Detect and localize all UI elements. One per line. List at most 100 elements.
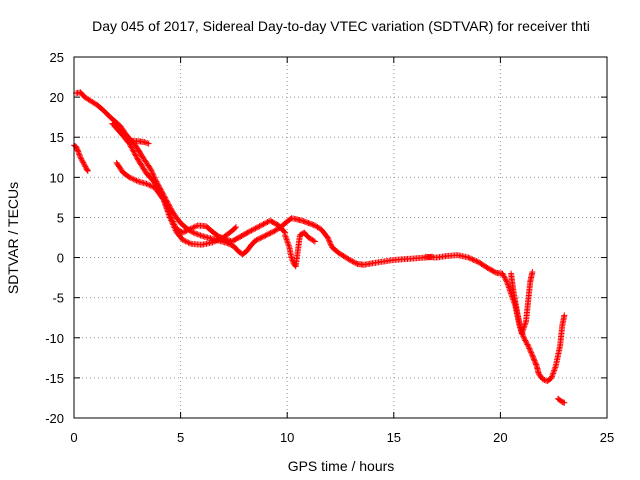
- data-point: [129, 147, 136, 154]
- data-point: [561, 312, 568, 319]
- data-point: [142, 139, 149, 146]
- data-point: [191, 230, 198, 237]
- data-point: [265, 231, 272, 238]
- data-point: [253, 224, 260, 231]
- data-point: [75, 148, 82, 155]
- data-point: [130, 176, 137, 183]
- data-point: [127, 143, 134, 150]
- data-point: [183, 238, 190, 245]
- data-point: [231, 225, 238, 232]
- data-point: [326, 238, 333, 245]
- data-point: [530, 356, 537, 363]
- data-point: [468, 255, 475, 262]
- data-point: [522, 320, 529, 327]
- data-point: [285, 242, 292, 249]
- data-point: [147, 166, 154, 173]
- data-point: [78, 156, 85, 163]
- data-point: [194, 231, 201, 238]
- data-point: [281, 228, 288, 235]
- data-point: [522, 338, 529, 345]
- data-point: [169, 218, 176, 225]
- data-point: [348, 257, 355, 264]
- data-point: [262, 232, 269, 239]
- data-point: [311, 238, 318, 245]
- data-point: [499, 270, 506, 277]
- data-point: [540, 376, 547, 383]
- data-point: [248, 227, 255, 234]
- data-point: [75, 150, 82, 157]
- series-upper-branch: [126, 137, 152, 147]
- data-point: [79, 158, 86, 165]
- data-point: [84, 167, 91, 174]
- data-point: [212, 238, 219, 245]
- x-tick-label: 5: [177, 430, 184, 445]
- data-point: [171, 221, 178, 228]
- data-point: [84, 167, 91, 174]
- data-point: [469, 256, 476, 263]
- data-point: [523, 340, 530, 347]
- data-point: [259, 221, 266, 228]
- data-point: [502, 275, 509, 282]
- data-point: [160, 193, 167, 200]
- data-point: [529, 352, 536, 359]
- data-point: [146, 165, 153, 172]
- data-point: [263, 231, 270, 238]
- x-tick-label: 25: [600, 430, 614, 445]
- data-point: [285, 241, 292, 248]
- chart-title: Day 045 of 2017, Sidereal Day-to-day VTE…: [92, 18, 590, 34]
- data-point: [129, 175, 136, 182]
- data-point: [524, 341, 531, 348]
- x-axis-label: GPS time / hours: [288, 458, 395, 474]
- data-point: [141, 139, 148, 146]
- x-tick-label: 15: [387, 430, 401, 445]
- series-mid-band: [422, 252, 568, 385]
- data-point: [324, 234, 331, 241]
- data-point: [162, 198, 169, 205]
- data-point: [185, 239, 192, 246]
- data-point: [128, 144, 135, 151]
- y-tick-label: -10: [45, 331, 64, 346]
- data-point: [80, 159, 87, 166]
- data-point: [532, 358, 539, 365]
- data-point: [351, 259, 358, 266]
- data-point: [76, 151, 83, 158]
- y-tick-label: 15: [50, 130, 64, 145]
- data-point: [284, 239, 291, 246]
- data-point: [77, 154, 84, 161]
- data-point: [500, 271, 507, 278]
- data-point: [503, 277, 510, 284]
- data-point: [168, 215, 175, 222]
- data-point: [159, 192, 166, 199]
- data-point: [149, 183, 156, 190]
- data-point: [186, 240, 193, 247]
- data-point: [149, 170, 156, 177]
- data-point: [525, 344, 532, 351]
- data-point: [147, 182, 154, 189]
- grid-lines: [74, 57, 607, 418]
- data-point: [170, 219, 177, 226]
- data-point: [264, 219, 271, 226]
- data-point: [179, 236, 186, 243]
- data-point: [134, 155, 141, 162]
- data-point: [257, 222, 264, 229]
- data-point: [130, 148, 137, 155]
- data-point: [131, 149, 138, 156]
- data-point: [526, 345, 533, 352]
- data-point: [182, 238, 189, 245]
- y-tick-label: 5: [57, 210, 64, 225]
- axis-ticks: [73, 56, 608, 419]
- data-point: [325, 237, 332, 244]
- data-point: [190, 224, 197, 231]
- data-point: [261, 220, 268, 227]
- y-tick-label: -20: [45, 411, 64, 426]
- data-point: [500, 273, 507, 280]
- data-point: [257, 235, 264, 242]
- data-point: [256, 223, 263, 230]
- data-point: [126, 174, 133, 181]
- data-point: [181, 237, 188, 244]
- data-point: [530, 355, 537, 362]
- data-point: [127, 141, 134, 148]
- data-point: [245, 228, 252, 235]
- data-point: [529, 268, 536, 275]
